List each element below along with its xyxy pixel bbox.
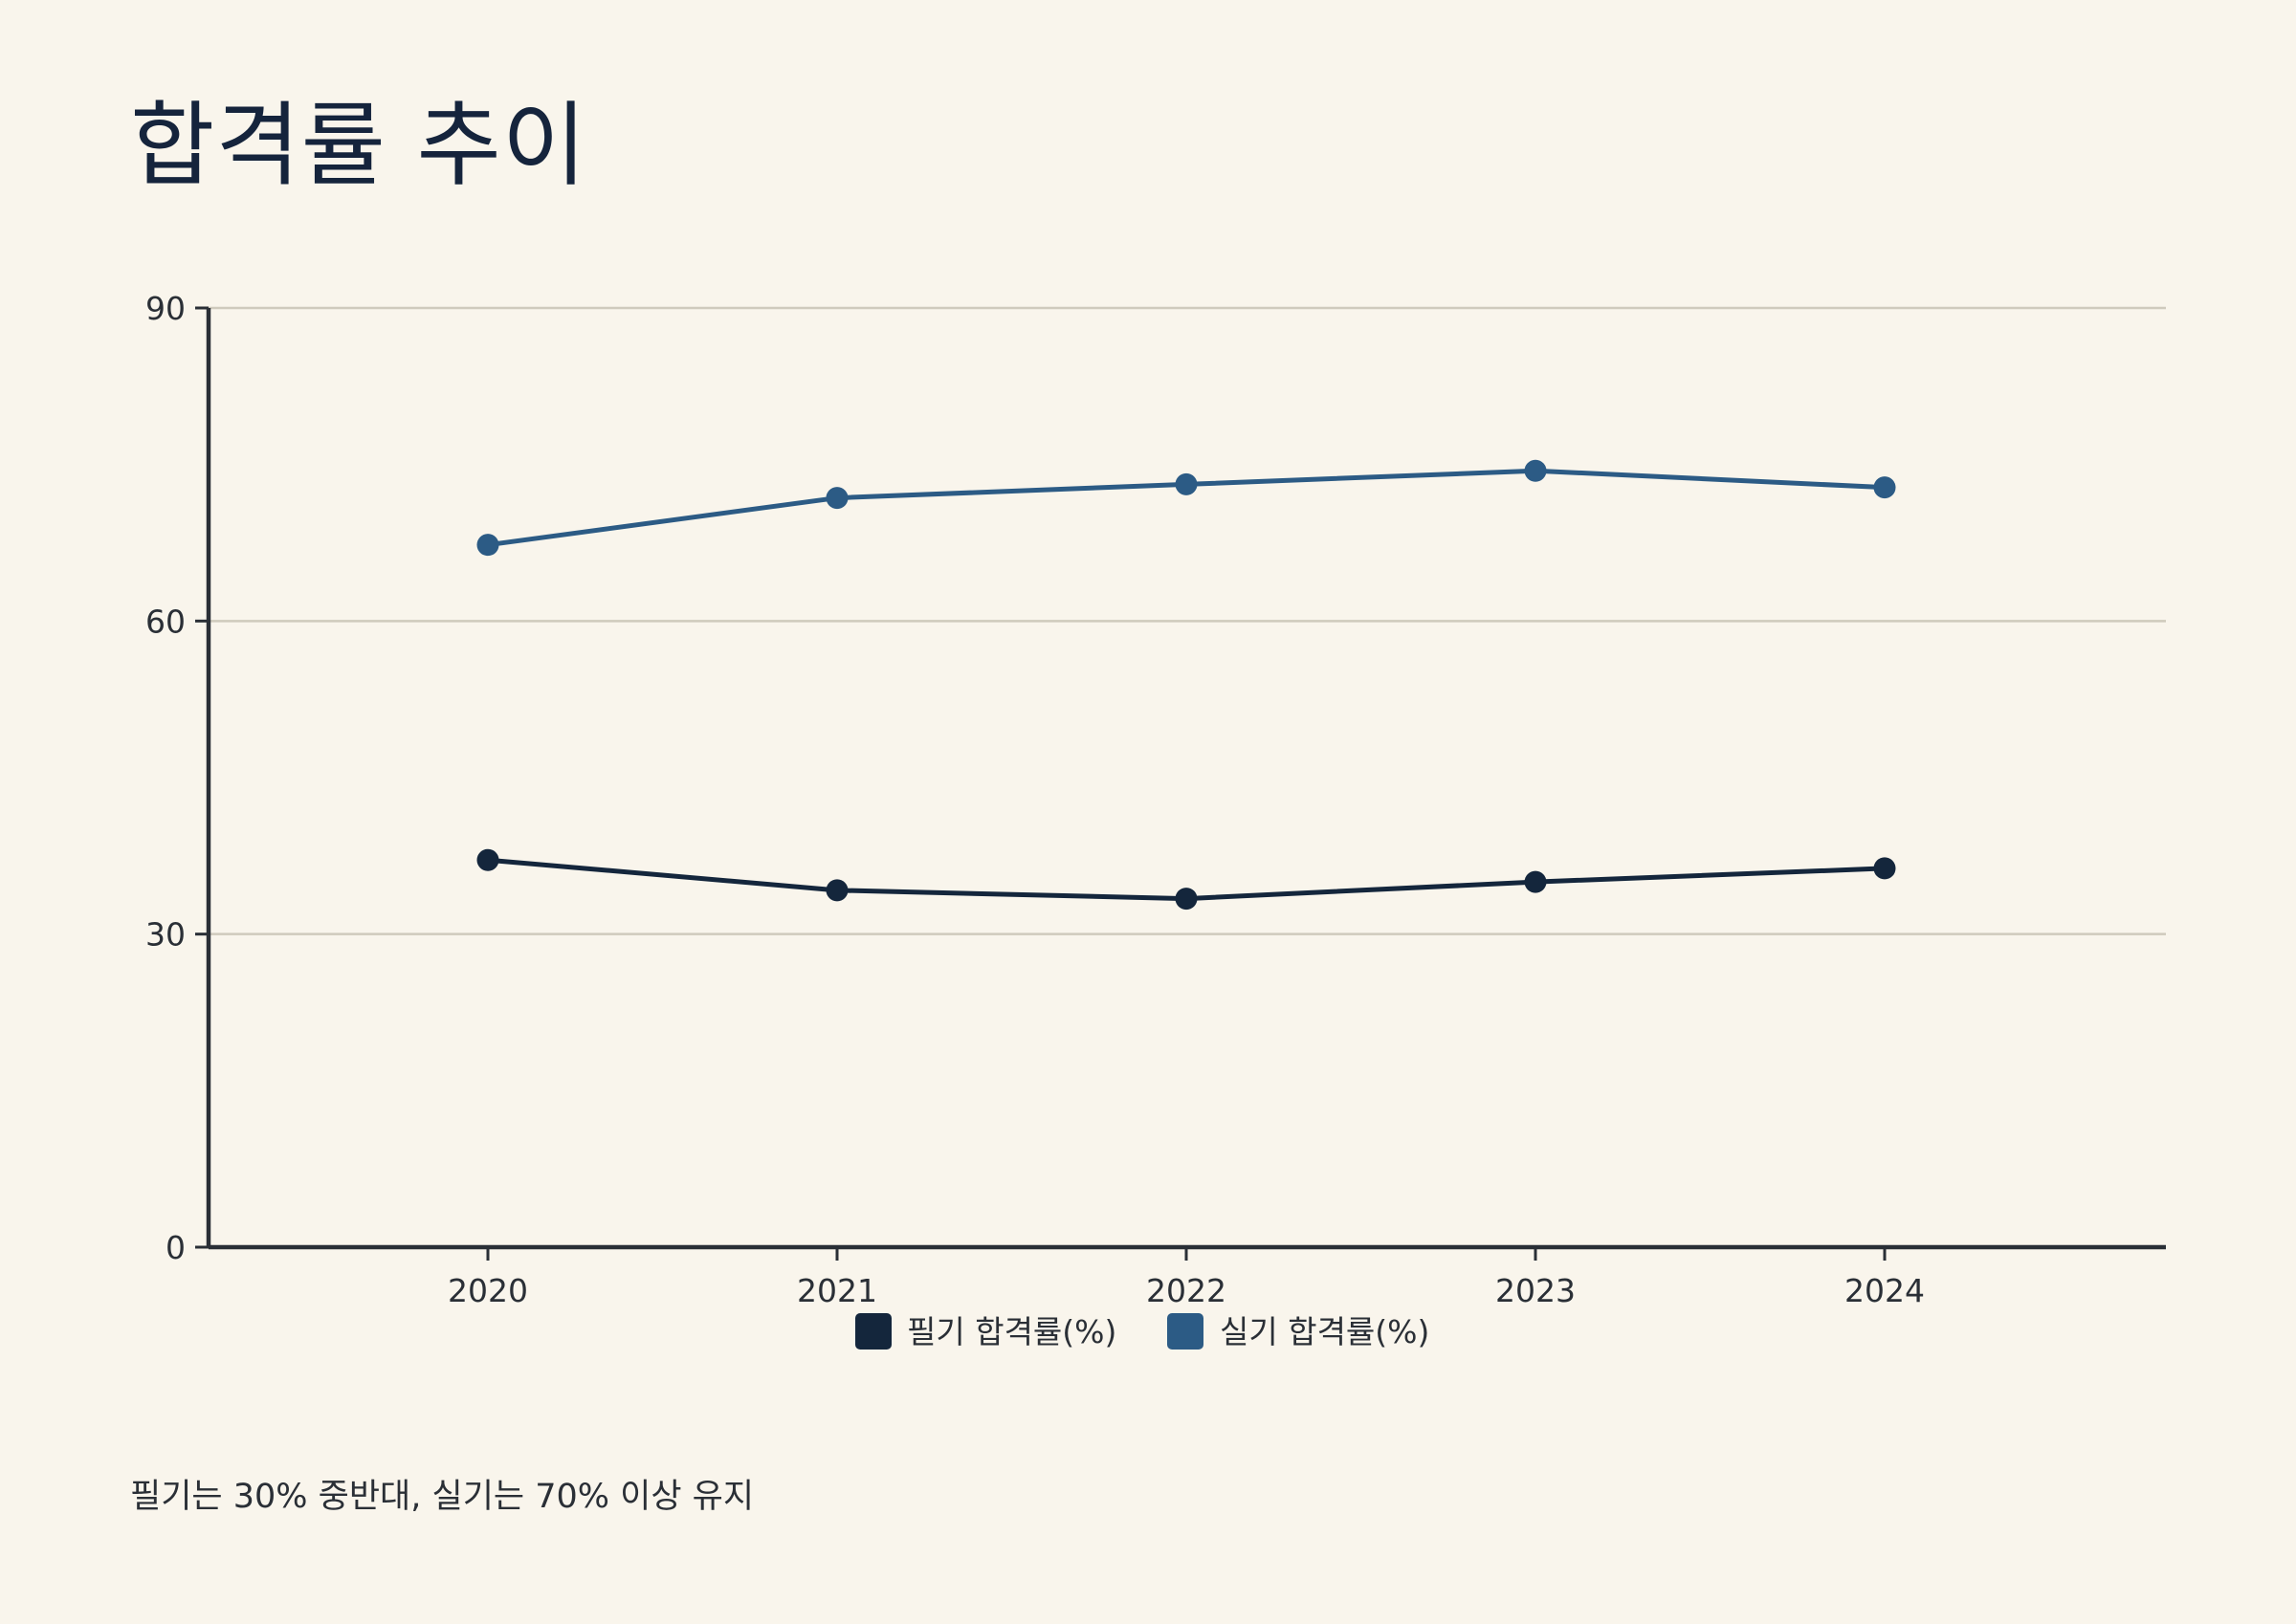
x-tick-label: 2021 [797,1272,877,1309]
y-tick-label: 0 [166,1229,186,1266]
x-tick-label: 2020 [448,1272,528,1309]
data-point [476,848,499,871]
y-tick-label: 60 [145,603,186,640]
data-point [1524,870,1547,893]
legend-label: 필기 합격률(%) [907,1313,1116,1350]
x-tick-label: 2022 [1146,1272,1226,1309]
data-point [1175,472,1198,495]
legend-label: 실기 합격률(%) [1220,1313,1429,1350]
data-point [826,487,849,510]
gridlines [209,306,2166,935]
data-point [1524,459,1547,482]
y-tick-label: 90 [145,290,186,327]
chart-title: 합격률 추이 [130,92,588,199]
data-point [826,879,849,902]
y-tick-label: 30 [145,916,186,954]
data-point [1873,857,1896,880]
chart-caption: 필기는 30% 중반대, 실기는 70% 이상 유지 [130,1478,755,1516]
data-point [1175,888,1198,911]
data-point [476,534,499,557]
axes: 0 30 60 90 2020 2021 2022 2023 2024 [145,290,2166,1309]
data-point [1873,476,1896,499]
legend-swatch [1167,1313,1203,1350]
x-tick-label: 2024 [1844,1272,1925,1309]
legend: 필기 합격률(%) 실기 합격률(%) [855,1313,1429,1350]
x-tick-label: 2023 [1495,1272,1576,1309]
legend-swatch [855,1313,892,1350]
series-group [476,459,1896,911]
